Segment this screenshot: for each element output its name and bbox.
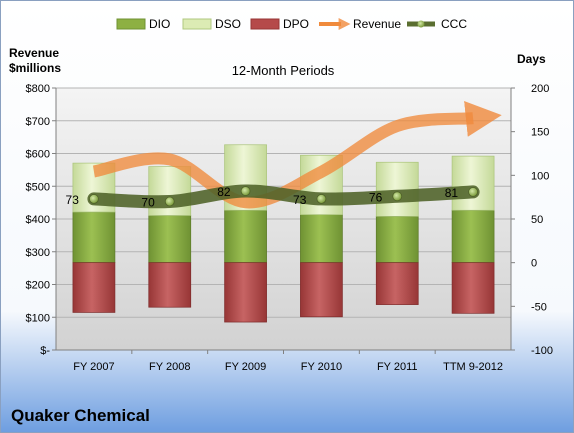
ccc-data-label: 70 (141, 196, 155, 210)
x-tick-label: FY 2007 (73, 361, 114, 373)
ccc-point-fy-2007 (89, 194, 99, 204)
right-tick-label: 100 (531, 170, 549, 182)
legend: DIO DSO DPO Revenue CCC (116, 17, 467, 31)
ccc-point-ttm-9-2012 (468, 187, 478, 197)
ccc-point-fy-2010 (316, 194, 327, 204)
right-tick-label: -100 (531, 345, 553, 357)
ccc-data-label: 73 (293, 193, 307, 207)
legend-label-ccc: CCC (441, 17, 467, 31)
left-axis-label-line2: $millions (9, 61, 61, 75)
bar-dpo-fy-2011 (375, 262, 419, 305)
chart-title: 12-Month Periods (232, 63, 335, 78)
ccc-data-label: 76 (369, 190, 383, 204)
bar-dio-fy-2008 (148, 215, 192, 264)
bar-dpo-fy-2010 (300, 262, 343, 318)
ccc-line (87, 184, 480, 209)
right-tick-label: -50 (531, 301, 547, 313)
legend-label-dio: DIO (149, 17, 170, 31)
bar-dpo-ttm-9-2012 (451, 262, 495, 314)
bar-dio-ttm-9-2012 (451, 209, 495, 264)
left-tick-label: $300 (26, 247, 50, 259)
lines: 73 70 82 73 76 81 (66, 100, 502, 210)
x-tick-label: FY 2008 (149, 361, 190, 373)
legend-swatch-dpo (250, 18, 280, 30)
legend-swatch-dio (116, 18, 146, 30)
company-name: Quaker Chemical (11, 406, 150, 425)
ccc-point-fy-2009 (240, 186, 251, 196)
ccc-data-label: 82 (217, 185, 231, 199)
right-tick-label: 50 (531, 214, 543, 226)
left-tick-label: $700 (26, 116, 50, 128)
x-tick-label: FY 2009 (225, 361, 266, 373)
bar-dso-ttm-9-2012 (451, 155, 495, 211)
left-tick-label: $400 (26, 214, 50, 226)
ccc-point-fy-2011 (392, 191, 403, 202)
x-tick-label: FY 2010 (301, 361, 342, 373)
bar-dpo-fy-2008 (148, 262, 192, 308)
ccc-point-fy-2008 (164, 196, 175, 207)
legend-marker-ccc (417, 20, 425, 28)
left-tick-label: $- (40, 345, 50, 357)
left-axis-label-line1: Revenue (9, 46, 59, 60)
bar-dio-fy-2010 (300, 214, 343, 264)
left-tick-label: $500 (26, 181, 50, 193)
ccc-data-label: 73 (66, 193, 80, 207)
bar-dpo-fy-2007 (72, 262, 116, 313)
x-tick-label: TTM 9-2012 (443, 361, 503, 373)
bar-dio-fy-2009 (224, 209, 267, 264)
left-tick-label: $800 (26, 83, 50, 95)
right-tick-label: 0 (531, 258, 537, 270)
right-tick-label: 150 (531, 127, 549, 139)
legend-swatch-dso (182, 18, 212, 30)
legend-label-dpo: DPO (283, 17, 309, 31)
legend-label-dso: DSO (215, 17, 241, 31)
legend-label-revenue: Revenue (353, 17, 401, 31)
bar-dio-fy-2007 (72, 211, 116, 264)
left-tick-label: $100 (26, 312, 50, 324)
axes: $- $100 $200 $300 $400 $500 $600 $700 $800 -100 -5… (26, 83, 554, 373)
ccc-data-label: 81 (445, 186, 459, 200)
left-tick-label: $200 (26, 280, 50, 292)
x-tick-label: FY 2011 (377, 361, 418, 373)
bar-dpo-fy-2009 (224, 262, 267, 323)
right-tick-label: 200 (531, 83, 549, 95)
right-axis-label: Days (517, 52, 546, 66)
bar-dio-fy-2011 (375, 216, 419, 264)
left-tick-label: $600 (26, 149, 50, 161)
